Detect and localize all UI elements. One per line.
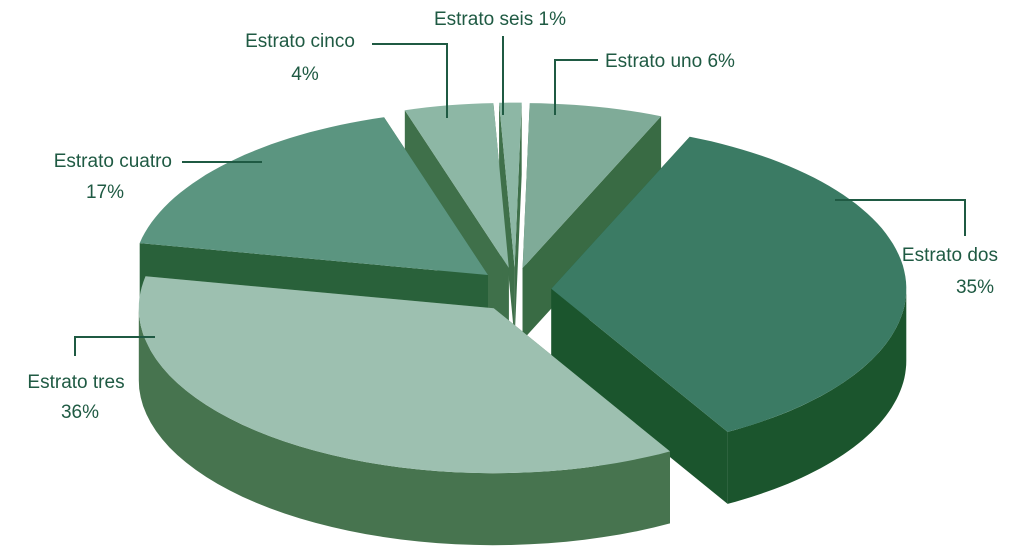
- slice: [499, 102, 522, 268]
- label-value: 1%: [539, 9, 567, 30]
- label-name: Estrato tres: [27, 372, 124, 393]
- slice-wall: [727, 288, 907, 504]
- pie: [138, 102, 907, 546]
- label-name: Estrato cinco: [245, 31, 355, 52]
- leader-line: [554, 59, 598, 115]
- label-name: Estrato seis: [434, 9, 533, 30]
- leader-line: [835, 199, 966, 236]
- slice: [404, 103, 509, 268]
- label-name: Estrato dos: [902, 245, 998, 266]
- slice: [522, 103, 662, 269]
- label-name: Estrato uno: [605, 51, 702, 72]
- label-value: 36%: [61, 402, 99, 423]
- label-value: 6%: [707, 51, 735, 72]
- labels: Estrato uno 6% Estrato dos 35% Estrato t…: [27, 9, 998, 423]
- slice: [139, 117, 488, 275]
- slice-label: Estrato seis 1%: [434, 9, 566, 30]
- slice-label: Estrato uno 6%: [605, 51, 735, 72]
- slice-wall: [138, 308, 671, 546]
- leader-line: [74, 336, 155, 356]
- slice-side: [499, 102, 515, 340]
- leader-line: [372, 43, 448, 118]
- label-value: 35%: [956, 277, 994, 298]
- slice: [551, 136, 907, 432]
- label-value: 17%: [86, 182, 124, 203]
- label-name: Estrato cuatro: [54, 151, 172, 172]
- slice-side: [551, 288, 728, 504]
- slice-side: [514, 102, 522, 340]
- slice: [138, 276, 671, 474]
- label-value: 4%: [291, 64, 319, 85]
